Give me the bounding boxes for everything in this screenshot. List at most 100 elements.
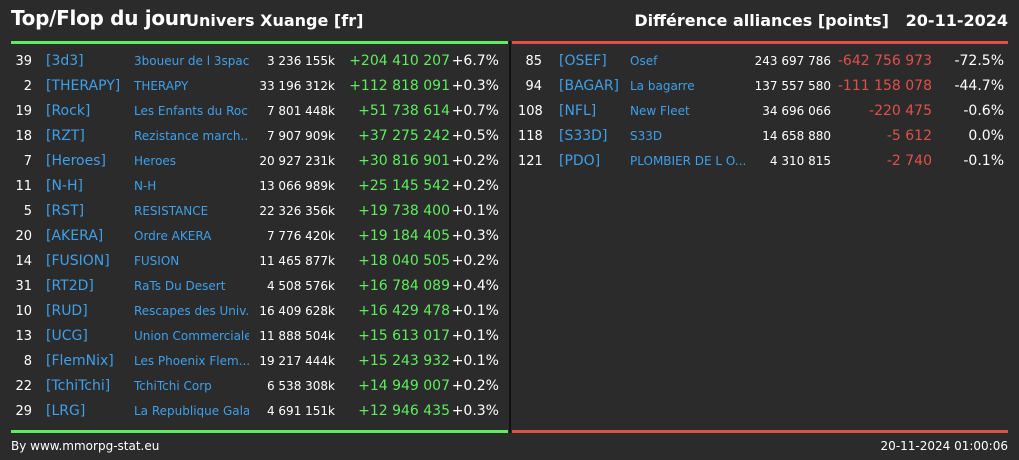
alliance-name[interactable]: PLOMBIER DE L O... (630, 154, 747, 168)
percent-change: +0.1% (451, 203, 499, 219)
alliance-points: 11 888 504k (259, 329, 335, 343)
alliance-name[interactable]: Heroes (134, 154, 177, 168)
points-difference: +16 784 089 (358, 278, 450, 294)
alliance-name[interactable]: RESISTANCE (134, 204, 209, 218)
alliance-name[interactable]: New Fleet (630, 104, 690, 118)
alliance-tag[interactable]: [LRG] (46, 403, 86, 419)
alliance-points: 14 658 880 (762, 129, 831, 143)
alliance-points: 4 310 815 (769, 154, 831, 168)
alliance-points: 4 508 576k (266, 279, 335, 293)
alliance-name[interactable]: N-H (134, 179, 157, 193)
alliance-tag[interactable]: [3d3] (46, 53, 84, 69)
alliance-rank: 5 (23, 204, 32, 219)
alliance-rank: 29 (15, 404, 32, 419)
page-title: Top/Flop du jour (11, 6, 189, 30)
percent-change: -0.6% (963, 103, 1004, 119)
alliance-points: 7 801 448k (266, 104, 335, 118)
alliance-rank: 18 (15, 129, 32, 144)
points-difference: +16 429 478 (358, 303, 450, 319)
alliance-name[interactable]: La Republique Gala... (134, 404, 249, 418)
points-difference: +25 145 542 (358, 178, 450, 194)
alliance-tag[interactable]: [NFL] (559, 103, 597, 119)
universe-label: Univers Xuange [fr] (186, 11, 364, 30)
alliance-tag[interactable]: [BAGAR] (559, 78, 620, 94)
alliance-tag[interactable]: [Heroes] (46, 153, 106, 169)
points-difference: -220 475 (869, 103, 932, 119)
alliance-tag[interactable]: [RT2D] (46, 278, 94, 294)
top-row: 10 [RUD] Rescapes des Univ... 16 409 628k +1… (11, 299, 508, 324)
alliance-tag[interactable]: [FlemNix] (46, 353, 114, 369)
footer-credit: By www.mmorpg-stat.eu (11, 439, 160, 453)
alliance-points: 16 409 628k (259, 304, 335, 318)
alliance-name[interactable]: Ordre AKERA (134, 229, 212, 243)
alliance-name[interactable]: Osef (630, 54, 658, 68)
flop-panel-bottom-line (512, 430, 1008, 433)
alliance-tag[interactable]: [Rock] (46, 103, 91, 119)
top-row: 2 [THERAPY] THERAPY 33 196 312k +112 818 091… (11, 74, 508, 99)
points-difference: +19 184 405 (358, 228, 450, 244)
points-difference: +15 613 017 (358, 328, 450, 344)
points-difference: +15 243 932 (358, 353, 450, 369)
alliance-points: 22 326 356k (259, 204, 335, 218)
alliance-name[interactable]: 3boueur de l 3space (134, 54, 249, 68)
alliance-name[interactable]: Les Phoenix Flem... (134, 354, 249, 368)
alliance-points: 4 691 151k (266, 404, 335, 418)
alliance-tag[interactable]: [S33D] (559, 128, 608, 144)
alliance-name[interactable]: S33D (630, 129, 663, 143)
alliance-name[interactable]: Les Enfants du Rock (134, 104, 249, 118)
points-difference: +204 410 207 (349, 53, 450, 69)
points-difference: +30 816 901 (358, 153, 450, 169)
alliance-tag[interactable]: [TchiTchi] (46, 378, 111, 394)
alliance-tag[interactable]: [OSEF] (559, 53, 607, 69)
alliance-name[interactable]: Rescapes des Univ... (134, 304, 249, 318)
percent-change: +0.3% (451, 78, 499, 94)
alliance-name[interactable]: La bagarre (630, 79, 695, 93)
alliance-name[interactable]: THERAPY (134, 79, 189, 93)
alliance-rank: 10 (15, 304, 32, 319)
alliance-tag[interactable]: [FUSION] (46, 253, 110, 269)
points-difference: -5 612 (886, 128, 932, 144)
alliance-rank: 85 (525, 54, 542, 69)
alliance-tag[interactable]: [RUD] (46, 303, 88, 319)
alliance-name[interactable]: Rezistance march... (134, 129, 249, 143)
top-panel-bottom-line (11, 430, 508, 433)
percent-change: -72.5% (954, 53, 1004, 69)
alliance-tag[interactable]: [PDO] (559, 153, 601, 169)
alliance-tag[interactable]: [THERAPY] (46, 78, 121, 94)
alliance-tag[interactable]: [RST] (46, 203, 85, 219)
top-row: 13 [UCG] Union Commerciale... 11 888 504k +1… (11, 324, 508, 349)
alliance-rank: 39 (15, 54, 32, 69)
alliance-points: 13 066 989k (259, 179, 335, 193)
flop-row: 121 [PDO] PLOMBIER DE L O... 4 310 815 -2 74… (512, 149, 1008, 174)
alliance-rank: 20 (15, 229, 32, 244)
alliance-points: 6 538 308k (266, 379, 335, 393)
points-difference: +37 275 242 (358, 128, 450, 144)
flop-panel: 85 [OSEF] Osef 243 697 786 -642 756 973 -72.5… (512, 41, 1008, 433)
percent-change: -44.7% (954, 78, 1004, 94)
alliance-name[interactable]: RaTs Du Desert (134, 279, 226, 293)
top-row: 20 [AKERA] Ordre AKERA 7 776 420k +19 184 40… (11, 224, 508, 249)
percent-change: +0.2% (451, 378, 499, 394)
alliance-points: 19 217 444k (259, 354, 335, 368)
alliance-tag[interactable]: [RZT] (46, 128, 85, 144)
alliance-name[interactable]: FUSION (134, 254, 180, 268)
alliance-tag[interactable]: [AKERA] (46, 228, 104, 244)
alliance-tag[interactable]: [UCG] (46, 328, 88, 344)
top-row: 29 [LRG] La Republique Gala... 4 691 151k +1… (11, 399, 508, 424)
panel-divider (509, 41, 511, 433)
alliance-name[interactable]: Union Commerciale... (134, 329, 249, 343)
alliance-rank: 8 (23, 354, 32, 369)
flop-row: 85 [OSEF] Osef 243 697 786 -642 756 973 -72.5… (512, 49, 1008, 74)
points-difference: +14 949 007 (358, 378, 450, 394)
top-row: 31 [RT2D] RaTs Du Desert 4 508 576k +16 784 … (11, 274, 508, 299)
points-difference: -2 740 (886, 153, 932, 169)
alliance-name[interactable]: TchiTchi Corp (134, 379, 212, 393)
alliance-tag[interactable]: [N-H] (46, 178, 83, 194)
top-row: 7 [Heroes] Heroes 20 927 231k +30 816 901 +0.… (11, 149, 508, 174)
percent-change: +0.3% (451, 228, 499, 244)
percent-change: +0.2% (451, 253, 499, 269)
percent-change: +0.3% (451, 403, 499, 419)
points-difference: +19 738 400 (358, 203, 450, 219)
percent-change: +0.1% (451, 303, 499, 319)
